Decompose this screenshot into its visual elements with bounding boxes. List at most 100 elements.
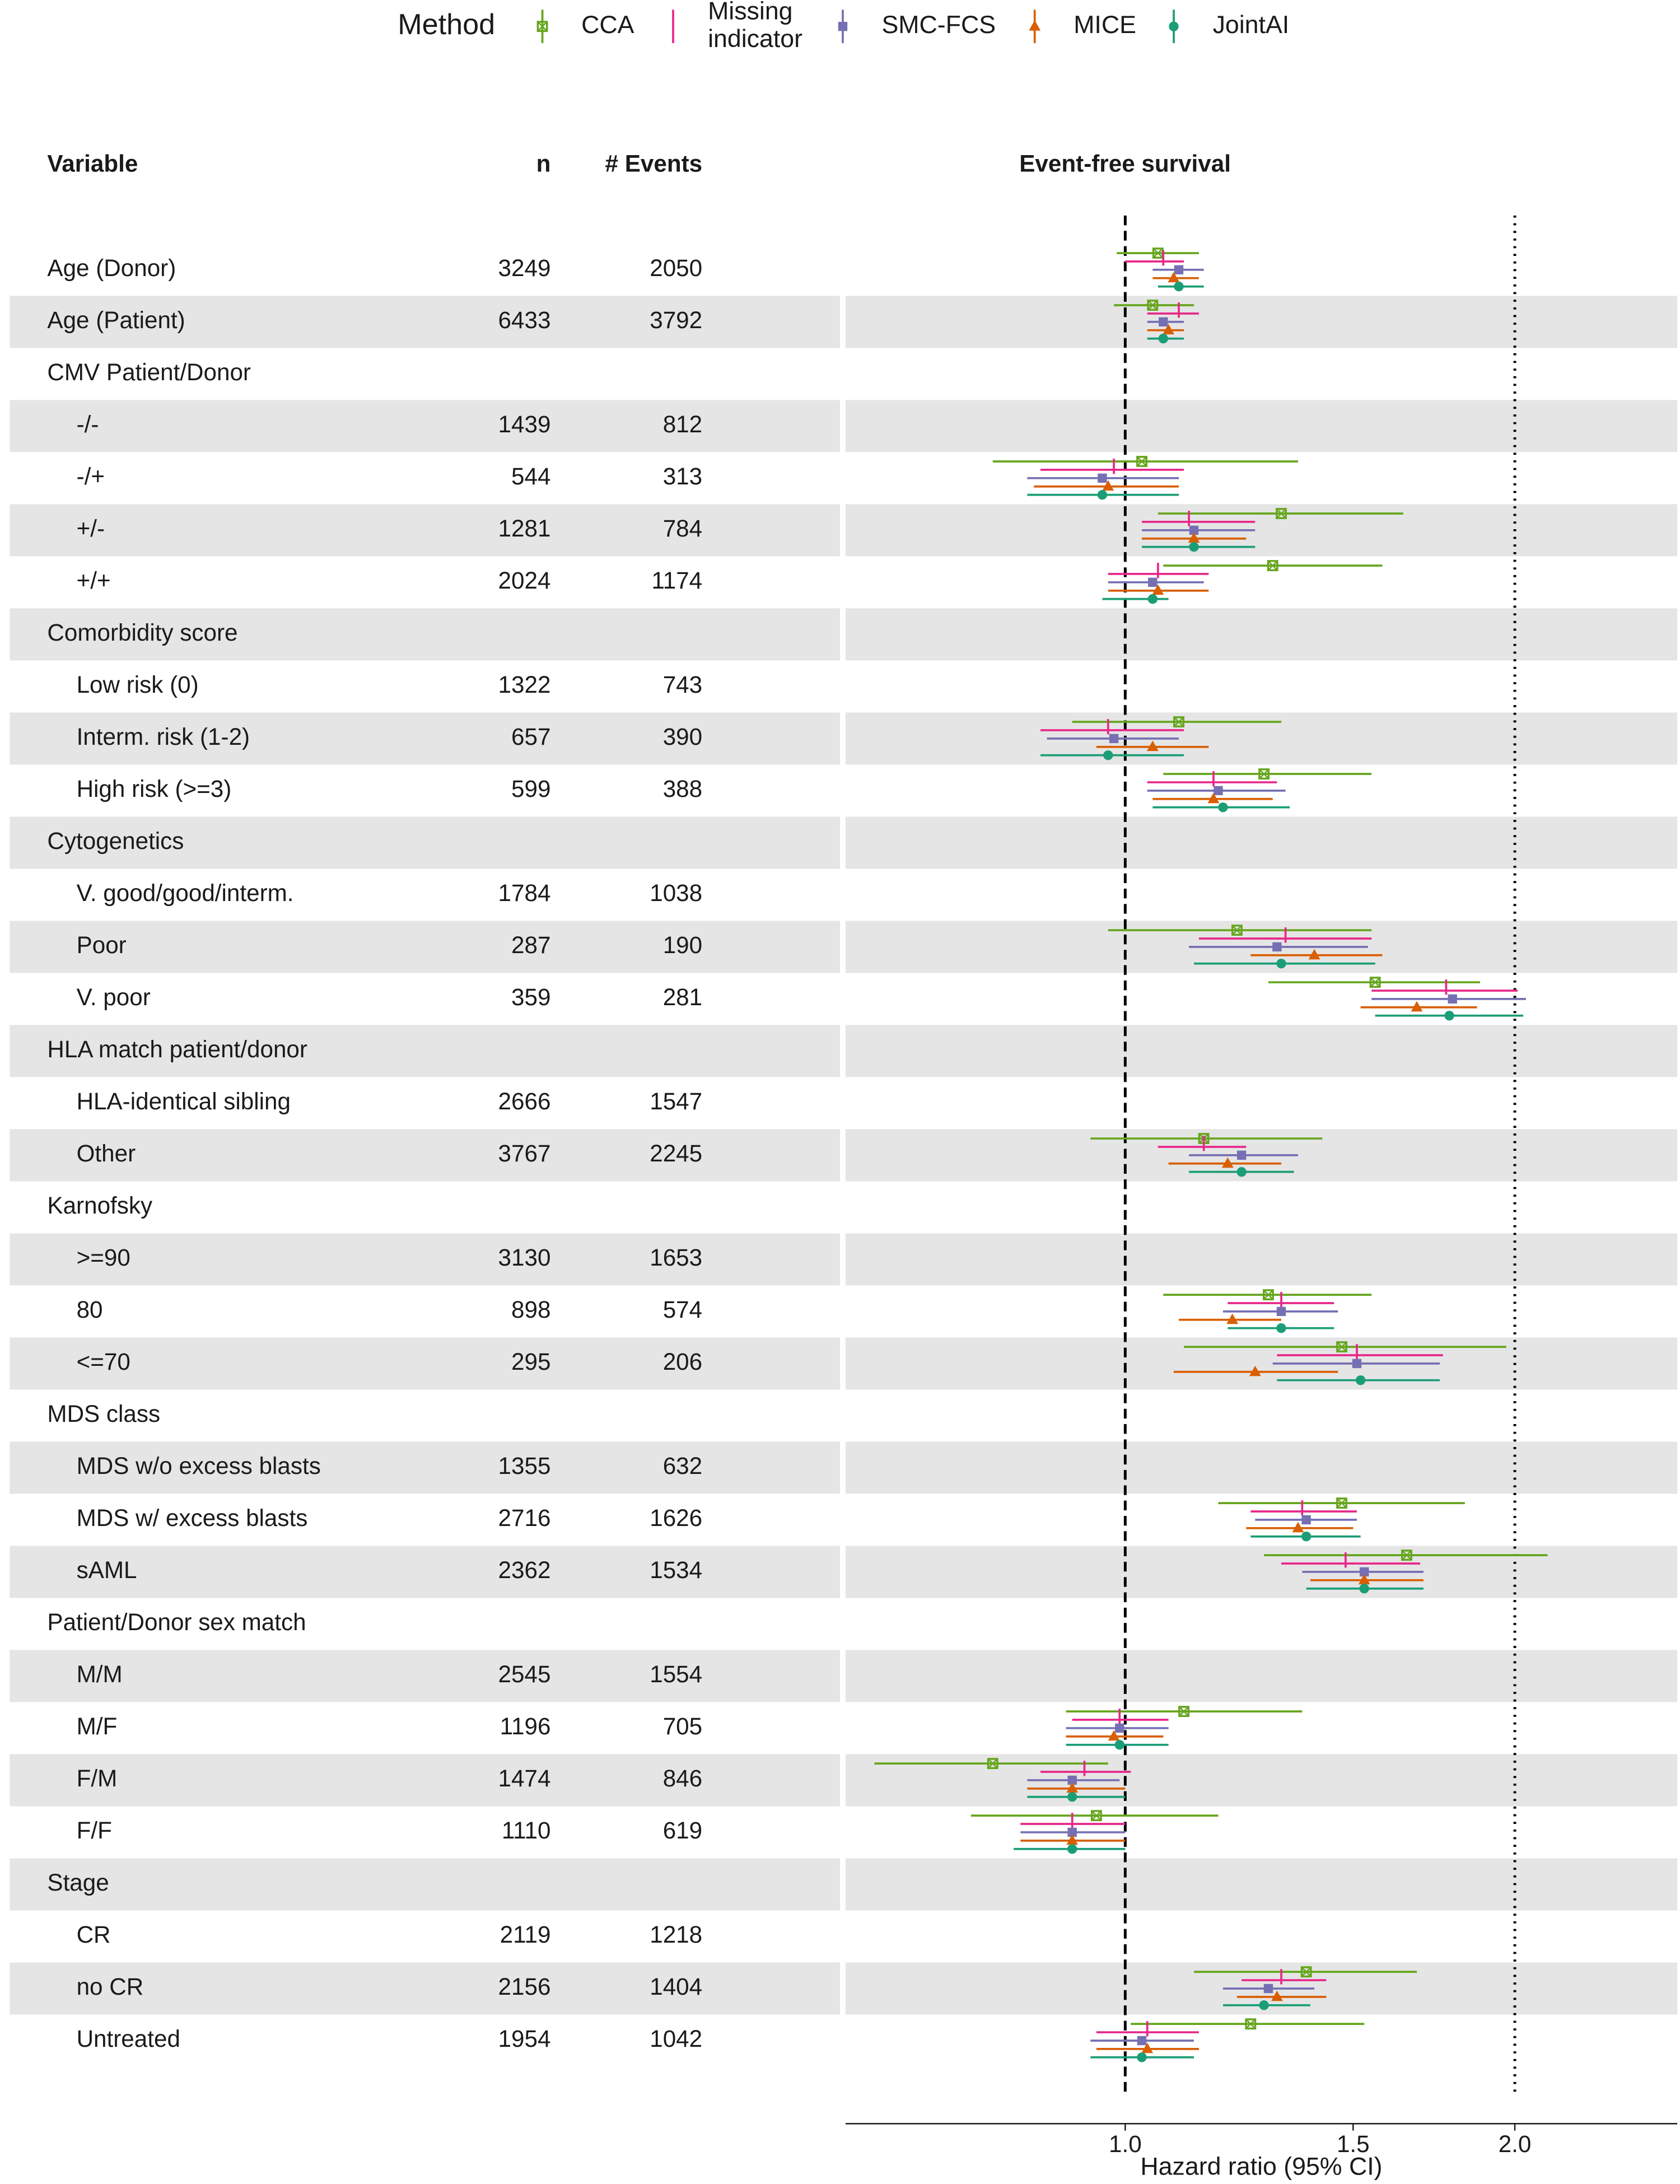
events-cell: 1038 bbox=[650, 880, 702, 906]
point-estimate bbox=[1352, 1359, 1362, 1369]
marker-box bbox=[1178, 1706, 1190, 1718]
marker-box bbox=[1173, 716, 1184, 727]
events-cell: 705 bbox=[663, 1713, 702, 1739]
point-estimate bbox=[1189, 542, 1199, 552]
row-label: Poor bbox=[77, 932, 127, 958]
point-estimate bbox=[1401, 1550, 1412, 1561]
point-estimate bbox=[1221, 1157, 1234, 1168]
marker-cross bbox=[1267, 560, 1278, 571]
row-label: CR bbox=[77, 1921, 111, 1948]
x-tick-label: 1.0 bbox=[1109, 2131, 1142, 2157]
point-estimate bbox=[1108, 1730, 1120, 1741]
row-label: Age (Donor) bbox=[47, 255, 176, 281]
events-cell: 743 bbox=[663, 671, 702, 698]
row-stripe bbox=[10, 608, 840, 661]
point-estimate bbox=[1159, 317, 1168, 326]
marker-cross bbox=[537, 21, 548, 32]
group-label: CMV Patient/Donor bbox=[47, 359, 251, 385]
marker-cross bbox=[1401, 1550, 1412, 1561]
events-cell: 206 bbox=[663, 1348, 702, 1375]
row-label: -/+ bbox=[77, 463, 105, 489]
row-stripe bbox=[845, 816, 1678, 869]
row-label: MDS w/o excess blasts bbox=[77, 1453, 321, 1479]
point-estimate bbox=[1168, 272, 1180, 283]
marker-cross bbox=[1179, 1706, 1189, 1717]
events-cell: 846 bbox=[663, 1765, 702, 1791]
row-label: no CR bbox=[77, 1973, 144, 2000]
marker-box bbox=[1401, 1550, 1412, 1561]
point-estimate bbox=[1236, 1150, 1247, 1160]
row-label: sAML bbox=[77, 1557, 137, 1583]
row-stripe bbox=[10, 400, 840, 452]
events-cell: 190 bbox=[663, 932, 702, 958]
point-estimate bbox=[987, 1758, 998, 1770]
x-axis-label: Hazard ratio (95% CI) bbox=[1140, 2153, 1382, 2181]
point-estimate bbox=[1067, 1792, 1077, 1802]
group-label: Cytogenetics bbox=[47, 828, 184, 854]
column-header: Variable bbox=[47, 151, 138, 177]
row-stripe bbox=[845, 1233, 1678, 1286]
n-cell: 599 bbox=[511, 776, 550, 802]
events-cell: 1218 bbox=[650, 1921, 702, 1948]
n-cell: 359 bbox=[511, 984, 550, 1010]
group-label: Comorbidity score bbox=[47, 619, 237, 646]
n-cell: 2024 bbox=[498, 567, 551, 594]
marker-cross bbox=[1336, 1498, 1347, 1509]
point-estimate bbox=[1236, 1166, 1247, 1177]
point-estimate bbox=[1158, 333, 1168, 344]
events-cell: 2050 bbox=[650, 255, 702, 281]
point-estimate bbox=[1267, 560, 1278, 571]
marker-box bbox=[1147, 300, 1159, 311]
legend-item: CCA bbox=[536, 10, 634, 43]
row-stripe bbox=[845, 296, 1678, 348]
row-label: V. poor bbox=[77, 984, 151, 1010]
n-cell: 2666 bbox=[498, 1088, 551, 1114]
point-estimate bbox=[1271, 1990, 1283, 2001]
point-estimate bbox=[1336, 1341, 1347, 1353]
row-stripe bbox=[10, 296, 840, 348]
row-label: Age (Patient) bbox=[47, 307, 185, 333]
n-cell: 1281 bbox=[498, 515, 551, 542]
marker-cross bbox=[1152, 248, 1163, 259]
marker-box bbox=[1258, 768, 1270, 780]
row-stripe bbox=[845, 400, 1678, 452]
row-stripe bbox=[845, 504, 1678, 557]
row-stripe bbox=[10, 1441, 840, 1494]
point-estimate bbox=[1174, 265, 1184, 274]
row-stripe bbox=[10, 504, 840, 557]
row-label: +/+ bbox=[77, 567, 111, 594]
n-cell: 3249 bbox=[498, 255, 551, 281]
row-stripe bbox=[10, 816, 840, 869]
legend-marker bbox=[536, 21, 548, 32]
point-estimate bbox=[1258, 768, 1270, 780]
legend-item: MICE bbox=[1029, 10, 1136, 43]
row-label: MDS w/ excess blasts bbox=[77, 1505, 308, 1531]
n-cell: 287 bbox=[511, 932, 550, 958]
events-cell: 632 bbox=[663, 1453, 702, 1479]
marker-box bbox=[1245, 2018, 1257, 2030]
marker-box bbox=[1090, 1810, 1102, 1822]
point-estimate bbox=[1276, 958, 1286, 969]
row-stripe bbox=[845, 1546, 1678, 1598]
n-cell: 2362 bbox=[498, 1557, 551, 1583]
row-stripe bbox=[845, 1754, 1678, 1807]
n-cell: 1110 bbox=[502, 1817, 551, 1844]
point-estimate bbox=[1411, 1001, 1423, 1012]
row-stripe bbox=[10, 1754, 840, 1807]
point-estimate bbox=[1207, 792, 1220, 804]
row-label: -/- bbox=[77, 411, 99, 437]
legend-label: JointAI bbox=[1213, 11, 1290, 39]
legend-item: JointAI bbox=[1169, 10, 1289, 43]
marker-cross bbox=[1336, 1342, 1347, 1352]
marker-cross bbox=[1263, 1290, 1273, 1300]
point-estimate bbox=[1369, 977, 1381, 988]
point-estimate bbox=[1249, 1365, 1261, 1376]
point-estimate bbox=[1336, 1497, 1347, 1509]
point-estimate bbox=[1292, 1522, 1304, 1533]
point-estimate bbox=[1173, 716, 1184, 727]
row-stripe bbox=[10, 1546, 840, 1598]
point-estimate bbox=[1097, 489, 1108, 500]
row-label: Untreated bbox=[77, 2026, 180, 2052]
row-label: High risk (>=3) bbox=[77, 776, 232, 802]
row-stripe bbox=[845, 1441, 1678, 1494]
